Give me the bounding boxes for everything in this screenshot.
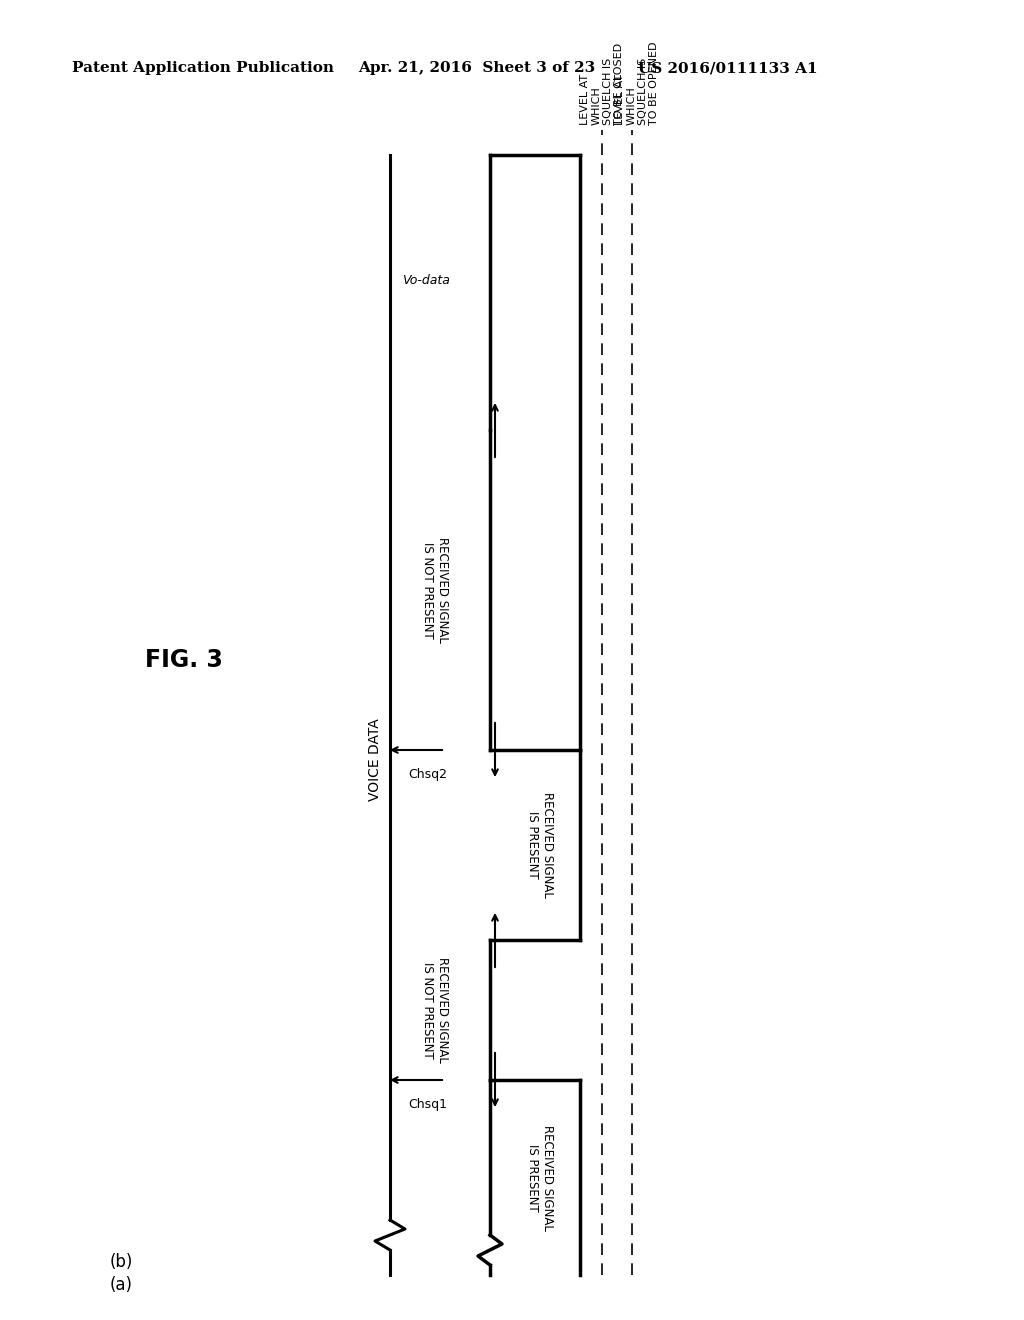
Text: RECEIVED SIGNAL
IS PRESENT: RECEIVED SIGNAL IS PRESENT bbox=[526, 792, 554, 898]
Text: FIG. 3: FIG. 3 bbox=[145, 648, 223, 672]
Text: LEVEL AT
WHICH
SQUELCH IS
TO BE CLOSED: LEVEL AT WHICH SQUELCH IS TO BE CLOSED bbox=[580, 42, 625, 125]
Text: Patent Application Publication: Patent Application Publication bbox=[72, 61, 334, 75]
Text: RECEIVED SIGNAL
IS PRESENT: RECEIVED SIGNAL IS PRESENT bbox=[526, 1125, 554, 1230]
Text: VOICE DATA: VOICE DATA bbox=[368, 718, 382, 801]
Text: US 2016/0111133 A1: US 2016/0111133 A1 bbox=[638, 61, 817, 75]
Text: LEVEL AT
WHICH
SQUELCH IS
TO BE OPENED: LEVEL AT WHICH SQUELCH IS TO BE OPENED bbox=[614, 41, 659, 125]
Text: RECEIVED SIGNAL
IS NOT PRESENT: RECEIVED SIGNAL IS NOT PRESENT bbox=[421, 957, 449, 1063]
Text: RECEIVED SIGNAL
IS NOT PRESENT: RECEIVED SIGNAL IS NOT PRESENT bbox=[421, 537, 449, 643]
Text: Vo-data: Vo-data bbox=[402, 273, 450, 286]
Text: (a): (a) bbox=[110, 1276, 133, 1294]
Text: (b): (b) bbox=[110, 1253, 133, 1271]
Text: Chsq1: Chsq1 bbox=[408, 1098, 447, 1111]
Text: Apr. 21, 2016  Sheet 3 of 23: Apr. 21, 2016 Sheet 3 of 23 bbox=[358, 61, 595, 75]
Text: Chsq2: Chsq2 bbox=[408, 768, 447, 781]
